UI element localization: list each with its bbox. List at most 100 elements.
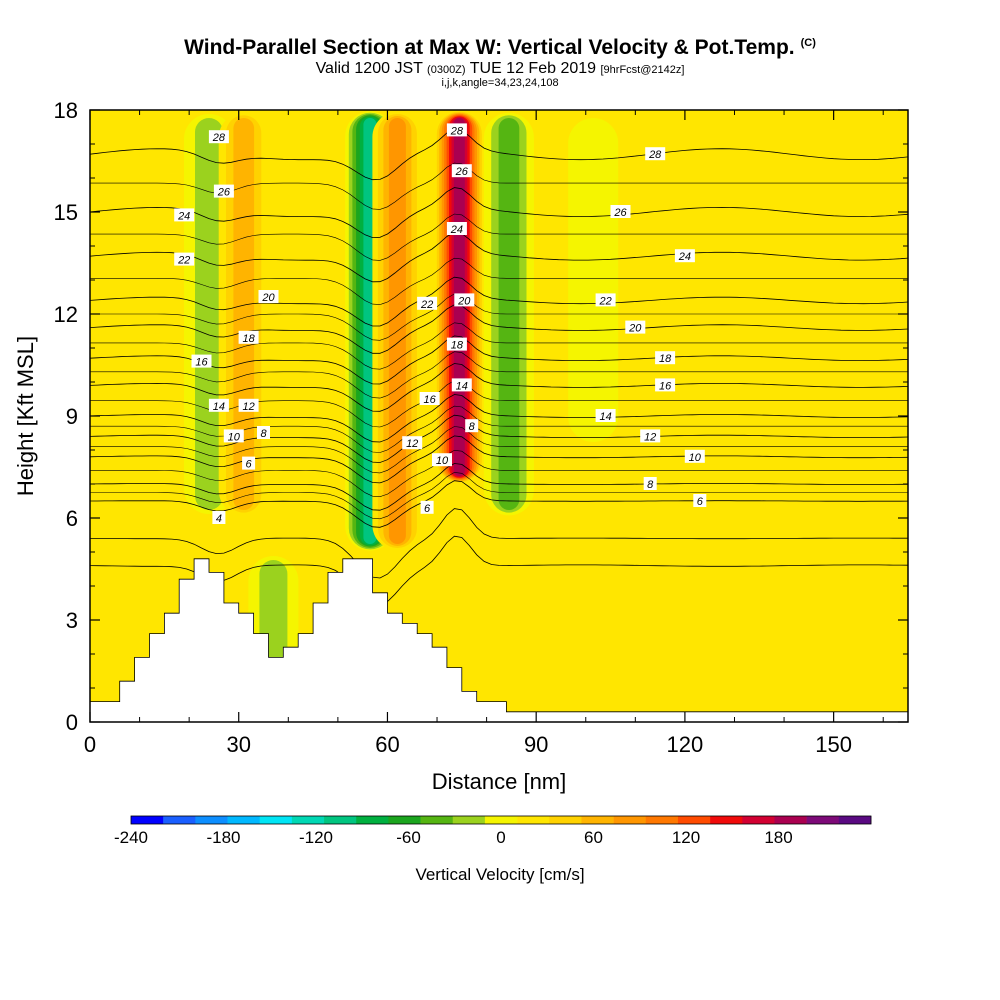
forecast-info: [9hrFcst@2142z] — [600, 64, 685, 76]
colorbar-tick-label: 60 — [584, 828, 603, 847]
valid-time-line: Valid 1200 JST (0300Z) TUE 12 Feb 2019 [… — [0, 60, 1000, 78]
theta-line — [90, 472, 908, 520]
contour-label-text: 16 — [423, 394, 436, 406]
contour-label-bg — [655, 378, 676, 392]
title-units: (C) — [800, 37, 816, 49]
colorbar-swatch — [581, 816, 614, 824]
colorbar-tick-label: -180 — [206, 828, 240, 847]
colorbar-tick-label: -240 — [114, 828, 148, 847]
contour-label: 6 — [242, 456, 256, 471]
colorbar-swatch — [324, 816, 357, 824]
contour-label-bg — [191, 354, 212, 368]
x-tick-label: 0 — [84, 732, 96, 757]
contour-label-text: 24 — [678, 251, 691, 263]
theta-line — [90, 414, 908, 463]
contour-label-bg — [208, 398, 229, 412]
contour-label: 12 — [402, 436, 423, 450]
contour-label: 24 — [174, 208, 195, 222]
contour-label: 18 — [446, 337, 467, 352]
contour-label-bg — [454, 293, 475, 307]
contour-label: 16 — [191, 354, 212, 369]
contour-label-bg — [693, 494, 707, 507]
contour-label-text: 18 — [659, 353, 672, 365]
theta-line — [90, 293, 908, 341]
contour-label-text: 6 — [697, 496, 704, 508]
colorbar-tick-label: -120 — [299, 828, 333, 847]
contour-label-bg — [640, 429, 661, 443]
contour-label-text: 18 — [242, 333, 255, 345]
contour-label-bg — [465, 419, 479, 433]
contour-label-text: 14 — [599, 411, 611, 423]
contour-label: 24 — [674, 249, 695, 263]
contour-label-text: 14 — [456, 380, 468, 392]
contour-label: 8 — [465, 419, 479, 433]
axes: 0 30 60 90 120 150 0 3 6 9 12 15 18 Distance [nm] Heig… — [13, 98, 909, 794]
terrain — [90, 558, 908, 722]
x-tick-label: 30 — [226, 732, 250, 757]
contour-label-bg — [446, 123, 467, 137]
velocity-band — [233, 118, 255, 510]
terrain-profile — [90, 558, 908, 722]
contour-label: 20 — [258, 290, 279, 304]
contour-label-bg — [174, 252, 195, 266]
colorbar-swatch — [291, 816, 325, 824]
contour-label-text: 4 — [216, 513, 222, 525]
colorbar-swatch — [677, 816, 711, 824]
colorbar-swatch — [710, 816, 743, 824]
contour-label-bg — [420, 500, 434, 514]
y-tick-label: 3 — [66, 608, 78, 633]
contour-label-text: 28 — [212, 132, 226, 144]
contour-label-text: 12 — [242, 401, 254, 413]
theta-line — [90, 128, 908, 181]
theta-line — [90, 449, 908, 498]
contour-label: 6 — [420, 500, 434, 515]
contour-label-text: 24 — [450, 224, 463, 236]
y-tick-label: 6 — [66, 506, 78, 531]
contour-label-bg — [684, 449, 705, 463]
theta-line — [90, 335, 908, 385]
theta-line — [90, 257, 908, 305]
chart-title: Wind-Parallel Section at Max W: Vertical… — [0, 36, 1000, 60]
colorbar-swatch — [806, 816, 840, 824]
contour-label-bg — [258, 290, 279, 303]
contour-label: 16 — [419, 392, 440, 406]
contour-label-bg — [223, 429, 244, 443]
contour-label-bg — [238, 398, 259, 412]
colorbar-swatch — [388, 816, 421, 824]
contour-label-bg — [595, 409, 616, 422]
theta-line — [90, 480, 908, 528]
theta-line — [90, 435, 908, 484]
contour-label-text: 28 — [450, 125, 464, 137]
contour-label: 12 — [238, 398, 259, 413]
contour-label-bg — [643, 477, 657, 490]
colorbar-swatch — [742, 816, 775, 824]
contour-label-text: 6 — [424, 503, 431, 515]
contour-label-bg — [208, 130, 229, 144]
contour-label-text: 22 — [177, 255, 190, 267]
y-tick-label: 15 — [54, 200, 78, 225]
contour-label-bg — [238, 330, 259, 344]
contour-label-bg — [446, 222, 467, 235]
colorbar-tick-label: 0 — [496, 828, 505, 847]
contour-label-text: 10 — [689, 452, 702, 464]
contour-label: 16 — [655, 378, 676, 392]
contour-label-bg — [451, 378, 472, 392]
colorbar-swatch — [549, 816, 582, 824]
colorbar-swatch — [452, 816, 486, 824]
contour-label-text: 26 — [217, 187, 231, 199]
contour-label-text: 26 — [613, 207, 627, 219]
colorbar-swatch — [484, 816, 518, 824]
y-axis-label: Height [Kft MSL] — [13, 336, 38, 496]
contour-label: 20 — [454, 293, 475, 307]
theta-line — [90, 351, 908, 399]
contour-label-bg — [610, 205, 631, 218]
contour-label-text: 16 — [195, 357, 208, 369]
contour-label: 28 — [446, 123, 467, 137]
theta-line — [90, 187, 908, 239]
x-tick-label: 60 — [375, 732, 399, 757]
contour-label-bg — [212, 511, 226, 524]
contour-label-text: 12 — [644, 431, 656, 443]
contour-label-text: 20 — [628, 323, 642, 335]
valid-utc: (0300Z) — [427, 64, 466, 76]
contour-label-bg — [446, 337, 467, 351]
